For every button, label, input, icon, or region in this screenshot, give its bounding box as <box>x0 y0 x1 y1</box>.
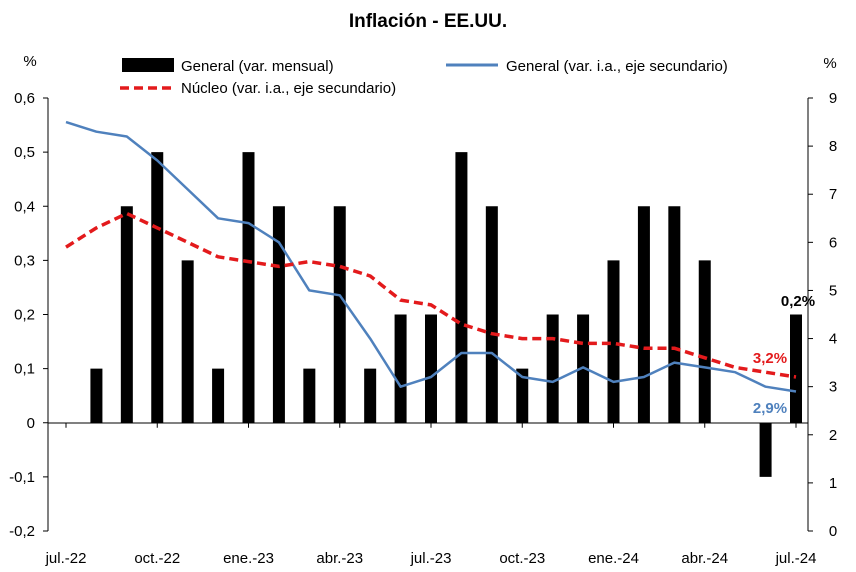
core-ia-line <box>65 211 797 379</box>
x-tick-label: abr.-24 <box>681 550 728 567</box>
right-tick-label: 6 <box>829 234 837 251</box>
legend-swatch-bar <box>122 58 174 72</box>
bar <box>516 368 529 423</box>
annotation-last-core: 3,2% <box>753 350 787 367</box>
bar <box>303 368 316 423</box>
left-tick-label: -0,2 <box>9 523 35 540</box>
bar <box>425 314 437 423</box>
left-tick-label: 0,2 <box>14 307 35 324</box>
x-tick-label: oct.-22 <box>134 550 180 567</box>
right-tick-label: 1 <box>829 475 837 492</box>
annotation-last-bar: 0,2% <box>781 293 815 310</box>
bar <box>637 206 650 423</box>
bar <box>212 368 225 423</box>
bar <box>364 368 377 423</box>
bar <box>790 314 802 423</box>
chart-title: Inflación - EE.UU. <box>349 11 507 32</box>
right-tick-label: 3 <box>829 379 837 396</box>
right-tick-label: 2 <box>829 427 837 444</box>
right-tick-label: 4 <box>829 331 837 348</box>
left-tick-label: 0 <box>27 415 35 432</box>
bar <box>151 152 164 423</box>
legend-label-dashed: Núcleo (var. i.a., eje secundario) <box>181 80 396 97</box>
x-tick-label: jul.-23 <box>410 550 452 567</box>
right-tick-label: 8 <box>829 138 837 155</box>
bar <box>668 206 681 423</box>
annotation-last-general: 2,9% <box>753 400 787 417</box>
bar <box>181 260 194 423</box>
general-ia-line <box>65 120 797 393</box>
left-axis-ticks: -0,2 -0,1 0 0,1 0,2 0,3 0,4 0,5 0,6 <box>9 90 48 540</box>
bar <box>698 260 711 423</box>
bar <box>333 206 346 423</box>
x-tick-label: jul.-22 <box>45 550 87 567</box>
legend-label-line: General (var. i.a., eje secundario) <box>506 58 728 75</box>
x-tick-label: oct.-23 <box>499 550 545 567</box>
bar <box>120 206 133 423</box>
left-tick-label: 0,6 <box>14 90 35 107</box>
right-tick-label: 7 <box>829 186 837 203</box>
x-axis-ticks: jul.-22 oct.-22 ene.-23 abr.-23 jul.-23 oct.-… <box>45 422 817 567</box>
bar <box>546 314 559 423</box>
right-axis-unit: % <box>823 55 836 72</box>
bar <box>90 368 103 423</box>
left-tick-label: 0,1 <box>14 361 35 378</box>
left-tick-label: 0,4 <box>14 198 35 215</box>
legend-label-bar: General (var. mensual) <box>181 58 334 75</box>
right-tick-label: 9 <box>829 90 837 107</box>
x-tick-label: jul.-24 <box>775 550 817 567</box>
bar <box>485 206 498 423</box>
bar <box>272 206 285 423</box>
bar <box>607 260 620 423</box>
left-tick-label: -0,1 <box>9 469 35 486</box>
bars-series <box>90 152 802 477</box>
x-tick-label: ene.-24 <box>588 550 639 567</box>
x-tick-label: abr.-23 <box>316 550 363 567</box>
right-axis-ticks: 0 1 2 3 4 5 6 7 8 9 <box>808 90 837 540</box>
right-tick-label: 5 <box>829 282 837 299</box>
right-tick-label: 0 <box>829 523 837 540</box>
bar <box>455 152 468 423</box>
bar <box>759 422 772 477</box>
left-tick-label: 0,3 <box>14 252 35 269</box>
legend: General (var. mensual) General (var. i.a… <box>120 58 728 97</box>
left-axis-unit: % <box>23 53 36 70</box>
left-tick-label: 0,5 <box>14 144 35 161</box>
bar <box>242 152 255 423</box>
x-tick-label: ene.-23 <box>223 550 274 567</box>
bar <box>394 314 407 423</box>
